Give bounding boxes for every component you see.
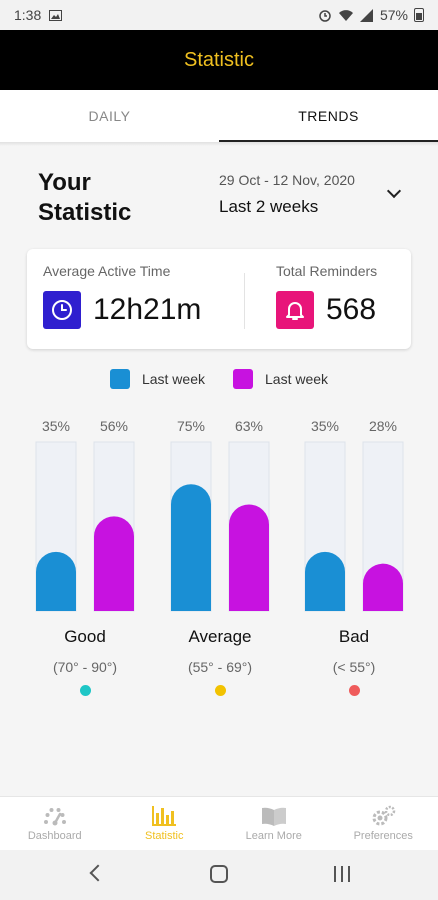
- category-range-good: (70° - 90°): [52, 659, 118, 675]
- signal-icon: [359, 8, 373, 22]
- bar-good-series-2: [94, 516, 134, 611]
- category-average: Average (55° - 69°): [155, 627, 285, 696]
- bar-average-series-2: [229, 504, 269, 611]
- category-dot-average: [214, 685, 226, 696]
- category-bad: Bad (< 55°): [289, 627, 419, 696]
- page-title-line-1: Your: [38, 169, 91, 196]
- legend-item-series-1: Last week: [109, 369, 205, 389]
- bar-average-series-1: [171, 484, 211, 611]
- nav-item-learn-more[interactable]: Learn More: [219, 797, 329, 850]
- total-reminders-stat: Total Reminders 568: [276, 263, 377, 329]
- category-label-good: Good: [64, 627, 106, 646]
- category-dot-good: [79, 685, 91, 696]
- bottom-navigation: Dashboard Statistic Learn More Preferenc…: [0, 796, 438, 850]
- bell-icon: [276, 291, 314, 329]
- recent-apps-icon[interactable]: [334, 866, 350, 882]
- battery-icon: [414, 8, 424, 22]
- page-title: Your Statistic: [38, 168, 131, 228]
- system-navigation-bar: [0, 850, 438, 900]
- nav-item-statistic[interactable]: Statistic: [110, 797, 220, 850]
- legend-swatch-series-2: [233, 369, 253, 389]
- date-range-label: Last 2 weeks: [219, 197, 319, 216]
- clock-icon: [43, 291, 81, 329]
- bar-label-average-series-1: 75%: [177, 418, 205, 434]
- tabs-shadow: [0, 142, 438, 146]
- nav-item-dashboard[interactable]: Dashboard: [0, 797, 110, 850]
- summary-card: Average Active Time 12h21m Total Reminde…: [27, 249, 411, 349]
- app-bar: Statistic: [0, 30, 438, 90]
- bar-bad-series-2: [363, 563, 403, 611]
- bar-good-series-1: [36, 551, 76, 611]
- nav-label-dashboard: Dashboard: [27, 830, 82, 842]
- category-dot-bad: [348, 685, 360, 696]
- legend-label-series-2: Last week: [265, 371, 329, 387]
- bar-label-good-series-2: 56%: [100, 418, 128, 434]
- category-good: Good (70° - 90°): [20, 627, 150, 696]
- bar-label-average-series-2: 63%: [235, 418, 263, 434]
- total-reminders-value: 568: [326, 293, 377, 326]
- total-reminders-label: Total Reminders: [276, 263, 378, 279]
- legend-item-series-2: Last week: [233, 369, 328, 389]
- category-label-average: Average: [188, 627, 252, 646]
- page-title-line-2: Statistic: [38, 199, 132, 226]
- legend-swatch-series-1: [109, 369, 130, 389]
- average-active-time-label: Average Active Time: [43, 263, 171, 279]
- wifi-icon: [338, 9, 353, 21]
- summary-divider: [244, 273, 245, 329]
- average-active-time-value: 12h21m: [93, 293, 202, 326]
- tab-bar: DAILY TRENDS: [0, 90, 438, 142]
- nav-item-preferences[interactable]: Preferences: [329, 797, 438, 850]
- battery-percentage: 57%: [379, 7, 408, 23]
- legend-label-series-1: Last week: [141, 371, 205, 387]
- image-notification-icon: [49, 9, 63, 21]
- category-label-bad: Bad: [338, 627, 370, 646]
- posture-bar-chart: 35% 56% 75% 63% 35% 28%: [35, 418, 404, 612]
- category-range-average: (55° - 69°): [187, 659, 253, 675]
- home-icon[interactable]: [210, 865, 228, 883]
- date-range-dropdown[interactable]: 29 Oct - 12 Nov, 2020 Last 2 weeks: [219, 172, 409, 217]
- alarm-icon: [319, 10, 331, 22]
- nav-label-statistic: Statistic: [144, 830, 184, 842]
- category-range-bad: (< 55°): [332, 659, 376, 675]
- gauge-icon: [43, 808, 66, 826]
- book-icon: [261, 807, 286, 826]
- gear-icon: [372, 805, 396, 826]
- average-active-time-stat: Average Active Time 12h21m: [43, 263, 201, 329]
- nav-label-preferences: Preferences: [353, 830, 413, 842]
- back-icon[interactable]: [89, 864, 107, 882]
- status-bar: 1:38 57%: [0, 0, 438, 30]
- bar-chart-icon: [152, 806, 177, 826]
- chart-legend: Last week Last week: [0, 369, 438, 389]
- bar-label-bad-series-1: 35%: [311, 418, 339, 434]
- nav-label-learn-more: Learn More: [245, 830, 302, 842]
- tab-trends[interactable]: TRENDS: [219, 90, 438, 142]
- status-time: 1:38: [14, 7, 42, 23]
- app-bar-title: Statistic: [183, 48, 255, 71]
- date-range-dates: 29 Oct - 12 Nov, 2020: [219, 172, 355, 188]
- bar-bad-series-1: [305, 551, 345, 611]
- bar-label-good-series-1: 35%: [42, 418, 70, 434]
- tab-daily[interactable]: DAILY: [88, 108, 131, 124]
- bar-label-bad-series-2: 28%: [369, 418, 397, 434]
